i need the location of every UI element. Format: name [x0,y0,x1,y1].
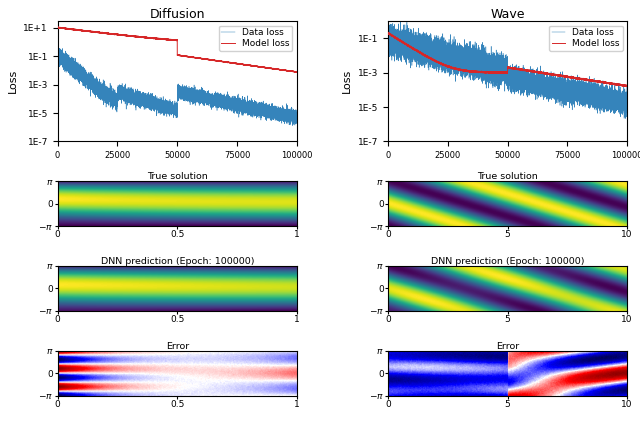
Y-axis label: Loss: Loss [342,69,352,93]
Y-axis label: Loss: Loss [8,69,18,93]
Title: DNN prediction (Epoch: 100000): DNN prediction (Epoch: 100000) [100,257,254,266]
Legend: Data loss, Model loss: Data loss, Model loss [219,26,292,51]
Title: True solution: True solution [147,172,207,181]
Title: DNN prediction (Epoch: 100000): DNN prediction (Epoch: 100000) [431,257,584,266]
Title: Diffusion: Diffusion [150,8,205,21]
Title: Error: Error [496,341,519,351]
Title: True solution: True solution [477,172,538,181]
Legend: Data loss, Model loss: Data loss, Model loss [549,26,623,51]
Title: Error: Error [166,341,189,351]
Title: Wave: Wave [490,8,525,21]
